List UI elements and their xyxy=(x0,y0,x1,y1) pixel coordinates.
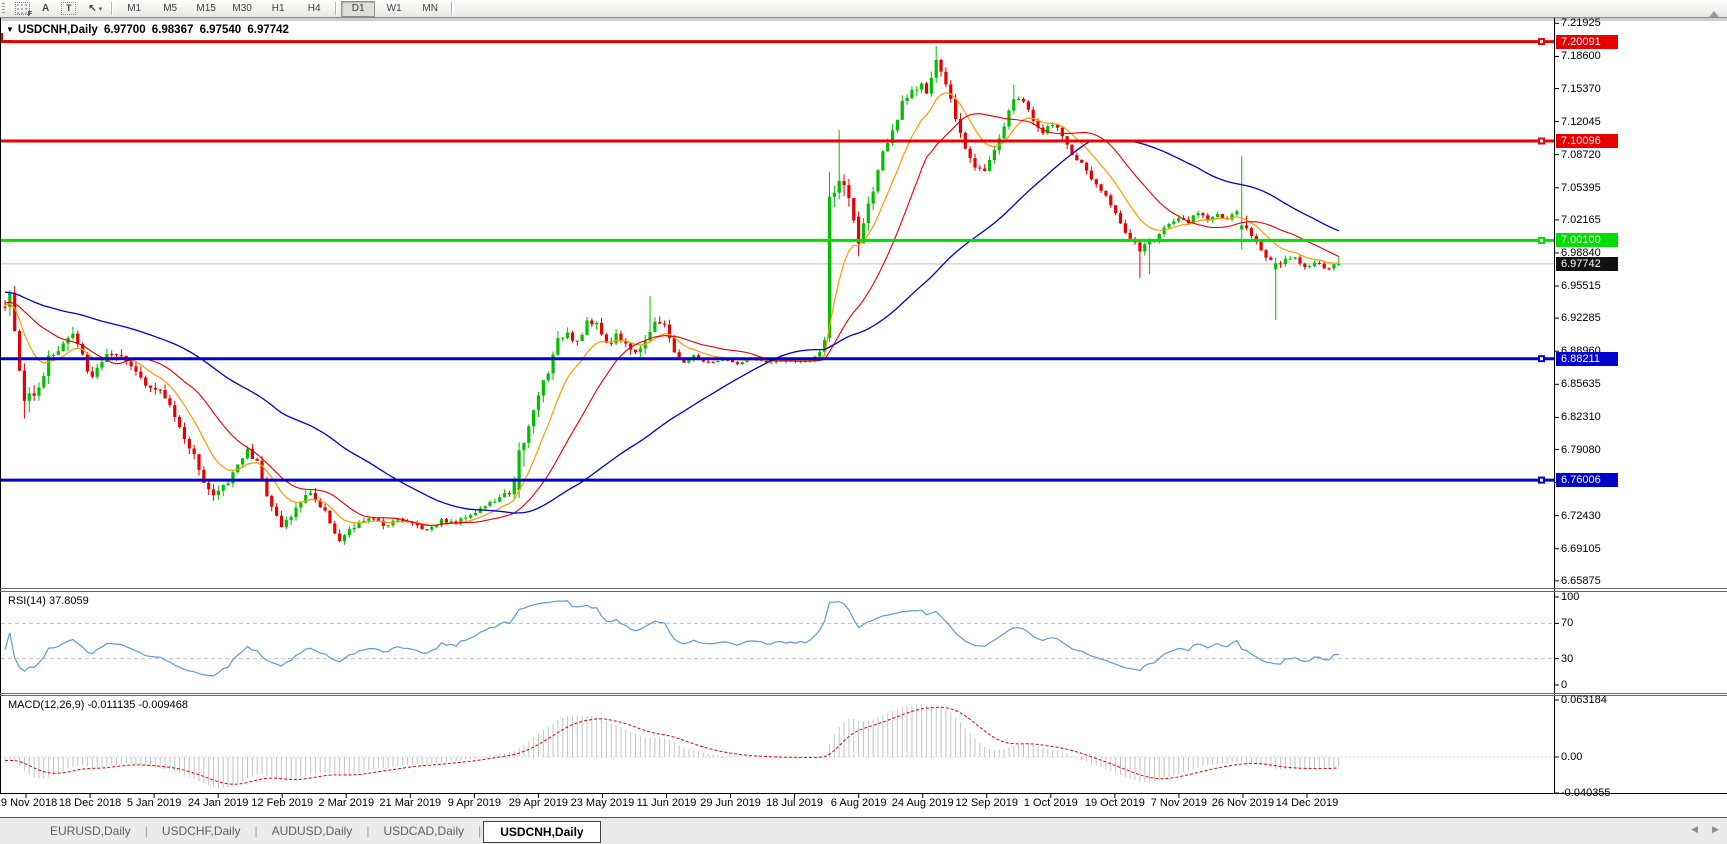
price-tick-label: 6.92285 xyxy=(1561,312,1601,325)
price-tick-label: 6.69105 xyxy=(1561,542,1601,555)
date-tick-label: 18 Jul 2019 xyxy=(766,797,824,809)
tab-scroll-right-icon[interactable]: ▶ xyxy=(1712,824,1719,834)
date-tick-label: 29 Apr 2019 xyxy=(508,797,569,809)
ohlc-close: 6.97742 xyxy=(247,24,289,36)
timeframe-button-m15[interactable]: M15 xyxy=(196,3,216,14)
timeframe-button-d1[interactable]: D1 xyxy=(341,0,376,17)
price-level-badge: 7.20091 xyxy=(1556,34,1618,49)
date-tick-label: 7 Nov 2019 xyxy=(1150,797,1208,809)
chart-tab-eurusd[interactable]: EURUSD,Daily xyxy=(50,824,131,838)
date-tick-label: 29 Nov 2018 xyxy=(0,797,58,809)
price-tick-label: 6.65875 xyxy=(1561,574,1601,587)
timeframe-button-h4[interactable]: H4 xyxy=(307,3,321,14)
toolbar-separator xyxy=(451,2,454,15)
date-tick-label: 21 Mar 2019 xyxy=(379,797,442,809)
price-tick-label: 7.02165 xyxy=(1561,213,1601,226)
price-tick-label: 6.95515 xyxy=(1561,280,1601,293)
toolbar-drag-handle[interactable] xyxy=(2,2,5,15)
tab-separator: | xyxy=(144,824,148,838)
timeframe-button-m1[interactable]: M1 xyxy=(127,3,142,14)
date-tick-label: 2 Mar 2019 xyxy=(318,797,375,809)
window-gap xyxy=(0,18,1727,21)
ohlc-low: 6.97540 xyxy=(199,24,242,36)
chart-tab-usdcad[interactable]: USDCAD,Daily xyxy=(383,824,465,838)
chart-tab-audusd[interactable]: AUDUSD,Daily xyxy=(271,824,353,838)
price-tick-label: 7.12045 xyxy=(1561,115,1601,128)
date-tick-label: 26 Nov 2019 xyxy=(1211,797,1275,809)
macd-tick-label: 0.00 xyxy=(1561,751,1583,763)
text-box-icon[interactable]: T xyxy=(55,1,82,16)
price-tick-label: 7.05395 xyxy=(1561,181,1601,194)
timeframe-button-h1[interactable]: H1 xyxy=(271,3,285,14)
macd-tick-label: -0.040355 xyxy=(1561,787,1611,799)
date-tick-label: 9 Apr 2019 xyxy=(447,797,501,809)
ohlc-open: 6.97700 xyxy=(104,24,146,36)
selection-marker xyxy=(1,33,12,42)
timeframe-button-mn[interactable]: MN xyxy=(422,3,438,14)
timeframe-toolbar: M1 M5 M15 M30 H1 H4 D1 W1 MN xyxy=(116,0,448,17)
chart-tabs-bar: EURUSD,Daily | USDCHF,Daily | AUDUSD,Daily | U… xyxy=(0,817,1727,844)
ohlc-high: 6.98367 xyxy=(151,24,194,36)
price-tick-label: 6.85635 xyxy=(1561,378,1601,391)
timeframe-button-m30[interactable]: M30 xyxy=(232,3,252,14)
tab-separator: | xyxy=(366,824,370,838)
tab-separator: | xyxy=(478,824,482,838)
price-level-badge: 7.00100 xyxy=(1556,233,1618,248)
price-tick-label: 7.21925 xyxy=(1561,17,1601,30)
price-tick-label: 6.82310 xyxy=(1561,411,1601,424)
symbol-dropdown-icon[interactable]: ▼ xyxy=(6,25,14,34)
chart-shift-marker-icon[interactable] xyxy=(1709,11,1719,17)
date-tick-label: 6 Aug 2019 xyxy=(830,797,887,809)
price-tick-label: 6.79080 xyxy=(1561,443,1601,456)
rsi-tick-label: 70 xyxy=(1561,617,1574,630)
price-tick-label: 7.18600 xyxy=(1561,50,1601,63)
macd-tick-label: 0.063184 xyxy=(1561,694,1607,706)
toolbar-separator xyxy=(111,2,114,15)
date-tick-label: 5 Jan 2019 xyxy=(126,797,182,809)
current-price-badge: 6.97742 xyxy=(1556,256,1618,271)
tab-scroll-left-icon[interactable]: ◀ xyxy=(1691,824,1699,834)
price-tick-label: 7.08720 xyxy=(1561,148,1601,161)
tab-separator: | xyxy=(254,824,258,838)
date-tick-label: 12 Feb 2019 xyxy=(251,797,314,809)
timeframe-button-m5[interactable]: M5 xyxy=(163,3,178,14)
top-toolbar: F A T ↖ ▾ M1 M5 M15 M30 H1 H4 D1 W1 MN xyxy=(0,0,1727,18)
macd-indicator-label: MACD(12,26,9) -0.011135 -0.009468 xyxy=(8,699,188,711)
date-tick-label: 23 May 2019 xyxy=(570,797,635,809)
chart-title: ▼ USDCNH,Daily 6.97700 6.98367 6.97540 6.… xyxy=(6,24,292,36)
date-tick-label: 11 Jun 2019 xyxy=(636,797,697,809)
text-label-icon[interactable]: A xyxy=(42,3,50,14)
cursor-tools-icon[interactable]: ↖ ▾ xyxy=(88,3,103,14)
date-tick-label: 14 Dec 2019 xyxy=(1275,797,1339,809)
date-tick-label: 19 Oct 2019 xyxy=(1084,797,1145,809)
chart-window[interactable] xyxy=(0,21,1727,817)
date-tick-label: 12 Sep 2019 xyxy=(955,797,1018,809)
price-tick-label: 6.98840 xyxy=(1561,246,1601,259)
chart-tab-usdchf[interactable]: USDCHF,Daily xyxy=(161,824,241,838)
rsi-indicator-label: RSI(14) 37.8059 xyxy=(8,595,89,607)
chart-tab-usdcnh[interactable]: USDCNH,Daily xyxy=(483,820,601,843)
date-tick-label: 24 Aug 2019 xyxy=(891,797,954,809)
date-tick-label: 18 Dec 2018 xyxy=(58,797,122,809)
price-level-badge: 6.88211 xyxy=(1556,351,1618,366)
date-tick-label: 1 Oct 2019 xyxy=(1023,797,1078,809)
rsi-tick-label: 100 xyxy=(1561,591,1580,603)
rsi-tick-label: 30 xyxy=(1561,652,1574,665)
price-level-badge: 6.76006 xyxy=(1556,473,1618,488)
price-level-badge: 7.10096 xyxy=(1556,133,1618,148)
tab-scroll-arrows: ◀ ▶ xyxy=(1691,824,1719,835)
drawing-tools-group: F A T ↖ ▾ xyxy=(9,1,108,18)
toolbar-separator xyxy=(335,2,338,15)
price-tick-label: 6.72430 xyxy=(1561,509,1601,522)
chart-symbol: USDCNH,Daily xyxy=(17,24,98,36)
date-tick-label: 24 Jan 2019 xyxy=(187,797,249,809)
rsi-tick-label: 0 xyxy=(1561,679,1568,691)
timeframe-button-w1[interactable]: W1 xyxy=(386,3,402,14)
date-tick-label: 29 Jun 2019 xyxy=(700,797,761,809)
price-tick-label: 7.15370 xyxy=(1561,82,1601,95)
chart-grid-f-icon[interactable]: F xyxy=(9,1,36,18)
